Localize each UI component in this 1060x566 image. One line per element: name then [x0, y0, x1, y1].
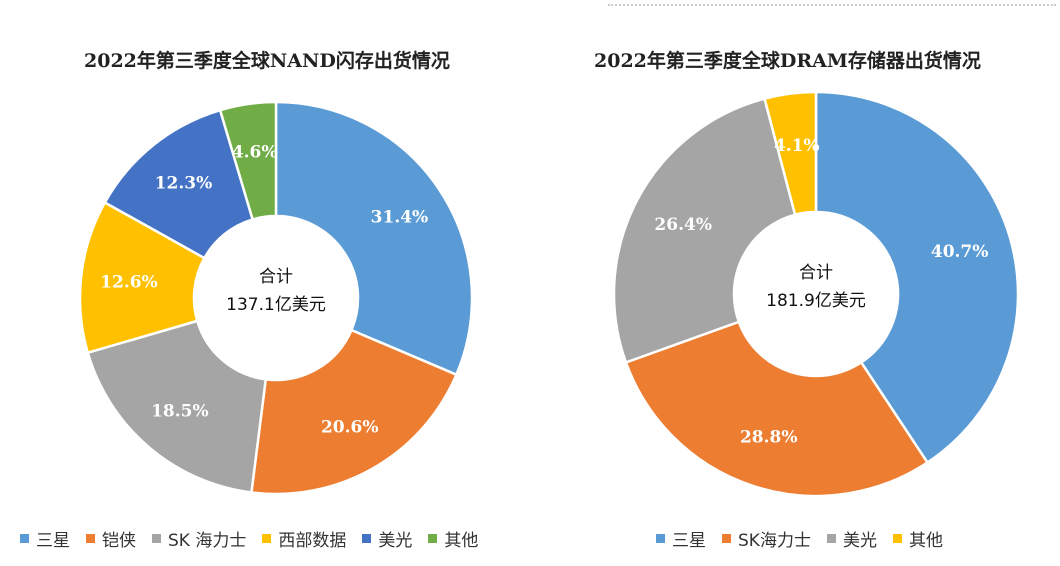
legend-swatch [152, 534, 161, 543]
legend-label: 美光 [378, 531, 413, 551]
donut-slice [274, 100, 474, 377]
dram-donut-chart: 2022年第三季度全球DRAM存储器出货情况 40.7% 28.8% 26.4% 4.… [540, 0, 1060, 566]
donut-slice [78, 200, 207, 355]
legend-swatch [656, 534, 665, 543]
legend-item: 铠侠 [86, 526, 136, 551]
legend-swatch [362, 534, 372, 543]
center-total-label: 合计 [799, 263, 833, 283]
legend-item: 美光 [826, 526, 877, 551]
legend-item: 美光 [362, 526, 412, 551]
legend-label: 三星 [36, 531, 70, 551]
legend-swatch [722, 534, 731, 543]
nand-donut-svg: 31.4% 20.6% 18.5% 12.6% 12.3% 4.6% 合计 137.1亿美元 [78, 100, 474, 496]
legend-swatch [86, 534, 95, 543]
slice-value-label: 40.7% [931, 242, 989, 262]
donut-slice [624, 320, 930, 498]
center-total-label: 合计 [259, 267, 293, 287]
slice-value-label: 28.8% [740, 427, 798, 447]
donut-slice [218, 100, 278, 221]
chart-legend: 三星 SK海力士 美光 其他 [656, 526, 959, 551]
legend-swatch [20, 534, 29, 543]
slice-value-label: 20.6% [321, 417, 379, 437]
legend-label: 其他 [908, 531, 943, 551]
legend-item: 西部数据 [262, 526, 346, 551]
legend-swatch [262, 534, 272, 543]
legend-item: SK 海力士 [152, 526, 246, 551]
slice-value-label: 4.1% [774, 136, 820, 156]
center-total-value: 137.1亿美元 [226, 295, 326, 315]
chart-title: 2022年第三季度全球NAND闪存出货情况 [84, 50, 450, 72]
legend-item: 三星 [20, 526, 70, 551]
slice-value-label: 18.5% [151, 402, 209, 422]
legend-label: 美光 [842, 531, 877, 551]
legend-swatch [892, 534, 902, 543]
dram-donut-svg: 40.7% 28.8% 26.4% 4.1% 合计 181.9亿美元 [612, 90, 1020, 498]
center-total-value: 181.9亿美元 [766, 291, 866, 311]
legend-label: 铠侠 [102, 531, 136, 551]
slice-value-label: 12.3% [155, 173, 213, 193]
legend-swatch [826, 534, 836, 543]
slice-value-label: 31.4% [371, 207, 429, 227]
legend-label: 其他 [444, 531, 479, 551]
legend-swatch [428, 534, 438, 543]
donut-slice [250, 328, 459, 496]
donut-slice [86, 319, 268, 494]
donut-slice [612, 97, 797, 365]
legend-item: 三星 [656, 526, 706, 551]
slice-value-label: 4.6% [232, 143, 278, 163]
legend-item: 其他 [428, 526, 478, 551]
chart-legend: 三星 铠侠 SK 海力士 西部数据 美光 其他 [20, 526, 494, 551]
legend-label: SK 海力士 [168, 531, 247, 551]
slice-value-label: 26.4% [654, 215, 712, 235]
slice-value-label: 12.6% [100, 272, 158, 292]
nand-donut-chart: 2022年第三季度全球NAND闪存出货情况 31.4% 20.6% 18.5% 12.… [20, 50, 494, 551]
legend-item: SK海力士 [722, 526, 811, 551]
legend-item: 其他 [892, 526, 943, 551]
donut-slice [763, 90, 818, 217]
decorative-dotted-line [608, 4, 1056, 6]
legend-label: SK海力士 [738, 531, 811, 551]
chart-title: 2022年第三季度全球DRAM存储器出货情况 [594, 50, 981, 72]
legend-label: 三星 [672, 531, 706, 551]
legend-label: 西部数据 [278, 531, 347, 551]
